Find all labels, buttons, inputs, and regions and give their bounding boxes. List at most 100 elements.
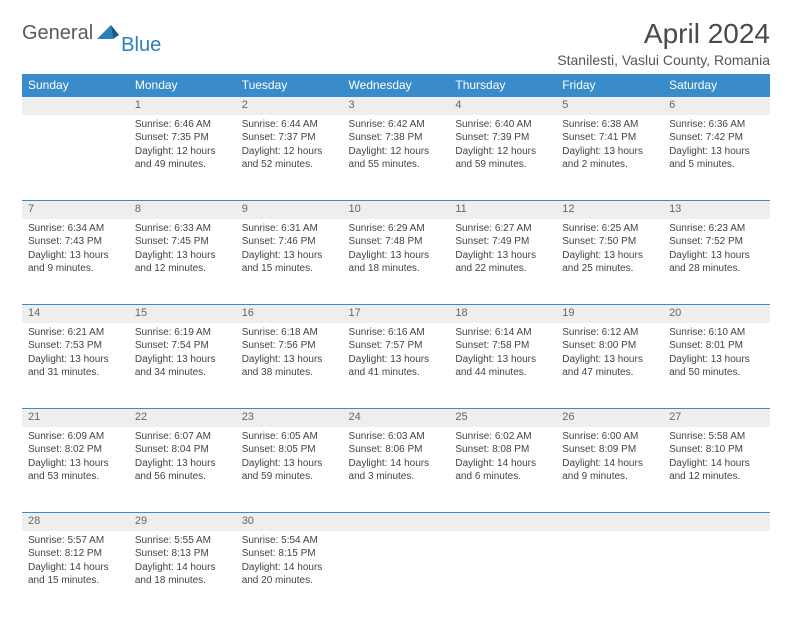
header: General Blue April 2024 Stanilesti, Vasl… [22,18,770,68]
sunrise-text: Sunrise: 6:03 AM [349,430,444,444]
daylight-text: Daylight: 12 hours and 59 minutes. [455,145,550,172]
weekday-wednesday: Wednesday [343,74,450,97]
sunset-text: Sunset: 8:08 PM [455,443,550,457]
day-content-cell [449,531,556,617]
daynum-row: 123456 [22,97,770,115]
sunrise-text: Sunrise: 6:21 AM [28,326,123,340]
daylight-text: Daylight: 13 hours and 5 minutes. [669,145,764,172]
day-content-cell: Sunrise: 6:23 AMSunset: 7:52 PMDaylight:… [663,219,770,305]
day-number-cell: 26 [556,409,663,427]
daynum-row: 14151617181920 [22,305,770,323]
sunset-text: Sunset: 7:41 PM [562,131,657,145]
sunrise-text: Sunrise: 6:29 AM [349,222,444,236]
calendar-table: Sunday Monday Tuesday Wednesday Thursday… [22,74,770,617]
sunset-text: Sunset: 8:06 PM [349,443,444,457]
day-content-cell: Sunrise: 6:38 AMSunset: 7:41 PMDaylight:… [556,115,663,201]
day-content-cell: Sunrise: 6:27 AMSunset: 7:49 PMDaylight:… [449,219,556,305]
daylight-text: Daylight: 13 hours and 28 minutes. [669,249,764,276]
day-number-cell: 24 [343,409,450,427]
day-content-cell: Sunrise: 6:34 AMSunset: 7:43 PMDaylight:… [22,219,129,305]
weekday-monday: Monday [129,74,236,97]
daylight-text: Daylight: 14 hours and 20 minutes. [242,561,337,588]
day-number-cell: 28 [22,513,129,531]
day-number-cell [343,513,450,531]
weekday-thursday: Thursday [449,74,556,97]
sunrise-text: Sunrise: 5:55 AM [135,534,230,548]
day-number-cell: 3 [343,97,450,115]
daylight-text: Daylight: 13 hours and 22 minutes. [455,249,550,276]
day-number-cell: 21 [22,409,129,427]
sunset-text: Sunset: 7:50 PM [562,235,657,249]
day-number-cell: 8 [129,201,236,219]
daynum-row: 21222324252627 [22,409,770,427]
sunrise-text: Sunrise: 6:46 AM [135,118,230,132]
day-content-cell: Sunrise: 6:10 AMSunset: 8:01 PMDaylight:… [663,323,770,409]
daylight-text: Daylight: 13 hours and 15 minutes. [242,249,337,276]
day-number-cell: 30 [236,513,343,531]
sunrise-text: Sunrise: 5:58 AM [669,430,764,444]
weekday-friday: Friday [556,74,663,97]
day-content-cell [22,115,129,201]
sunrise-text: Sunrise: 6:07 AM [135,430,230,444]
daylight-text: Daylight: 13 hours and 25 minutes. [562,249,657,276]
day-content-cell: Sunrise: 5:58 AMSunset: 8:10 PMDaylight:… [663,427,770,513]
day-number-cell [22,97,129,115]
day-number-cell: 1 [129,97,236,115]
sunset-text: Sunset: 8:04 PM [135,443,230,457]
sunrise-text: Sunrise: 6:00 AM [562,430,657,444]
day-content-cell: Sunrise: 6:09 AMSunset: 8:02 PMDaylight:… [22,427,129,513]
day-content-cell: Sunrise: 6:33 AMSunset: 7:45 PMDaylight:… [129,219,236,305]
day-content-cell: Sunrise: 5:55 AMSunset: 8:13 PMDaylight:… [129,531,236,617]
sunrise-text: Sunrise: 6:34 AM [28,222,123,236]
weekday-saturday: Saturday [663,74,770,97]
day-number-cell [449,513,556,531]
content-row: Sunrise: 6:21 AMSunset: 7:53 PMDaylight:… [22,323,770,409]
daylight-text: Daylight: 13 hours and 59 minutes. [242,457,337,484]
daylight-text: Daylight: 13 hours and 44 minutes. [455,353,550,380]
sunset-text: Sunset: 7:54 PM [135,339,230,353]
day-number-cell [556,513,663,531]
sunset-text: Sunset: 7:49 PM [455,235,550,249]
sunset-text: Sunset: 8:10 PM [669,443,764,457]
day-number-cell: 2 [236,97,343,115]
sunset-text: Sunset: 8:00 PM [562,339,657,353]
content-row: Sunrise: 6:34 AMSunset: 7:43 PMDaylight:… [22,219,770,305]
day-number-cell: 25 [449,409,556,427]
content-row: Sunrise: 5:57 AMSunset: 8:12 PMDaylight:… [22,531,770,617]
sunrise-text: Sunrise: 6:23 AM [669,222,764,236]
daylight-text: Daylight: 13 hours and 50 minutes. [669,353,764,380]
day-number-cell: 11 [449,201,556,219]
sunset-text: Sunset: 7:57 PM [349,339,444,353]
weekday-header-row: Sunday Monday Tuesday Wednesday Thursday… [22,74,770,97]
sunrise-text: Sunrise: 6:14 AM [455,326,550,340]
day-content-cell: Sunrise: 6:07 AMSunset: 8:04 PMDaylight:… [129,427,236,513]
day-number-cell: 13 [663,201,770,219]
sunset-text: Sunset: 7:35 PM [135,131,230,145]
day-content-cell: Sunrise: 6:03 AMSunset: 8:06 PMDaylight:… [343,427,450,513]
sunset-text: Sunset: 8:12 PM [28,547,123,561]
sunset-text: Sunset: 7:39 PM [455,131,550,145]
day-content-cell: Sunrise: 6:25 AMSunset: 7:50 PMDaylight:… [556,219,663,305]
sunset-text: Sunset: 7:42 PM [669,131,764,145]
day-content-cell: Sunrise: 6:29 AMSunset: 7:48 PMDaylight:… [343,219,450,305]
day-content-cell: Sunrise: 6:18 AMSunset: 7:56 PMDaylight:… [236,323,343,409]
day-content-cell: Sunrise: 6:14 AMSunset: 7:58 PMDaylight:… [449,323,556,409]
daylight-text: Daylight: 14 hours and 9 minutes. [562,457,657,484]
sunset-text: Sunset: 8:09 PM [562,443,657,457]
day-number-cell: 17 [343,305,450,323]
daylight-text: Daylight: 13 hours and 41 minutes. [349,353,444,380]
logo: General Blue [22,18,183,45]
day-number-cell: 22 [129,409,236,427]
sunrise-text: Sunrise: 6:33 AM [135,222,230,236]
sunrise-text: Sunrise: 6:44 AM [242,118,337,132]
day-content-cell: Sunrise: 6:42 AMSunset: 7:38 PMDaylight:… [343,115,450,201]
sunset-text: Sunset: 7:38 PM [349,131,444,145]
daylight-text: Daylight: 13 hours and 9 minutes. [28,249,123,276]
sunrise-text: Sunrise: 6:12 AM [562,326,657,340]
day-number-cell: 20 [663,305,770,323]
day-number-cell: 9 [236,201,343,219]
sunset-text: Sunset: 7:56 PM [242,339,337,353]
daylight-text: Daylight: 12 hours and 49 minutes. [135,145,230,172]
day-number-cell: 6 [663,97,770,115]
sunset-text: Sunset: 8:13 PM [135,547,230,561]
